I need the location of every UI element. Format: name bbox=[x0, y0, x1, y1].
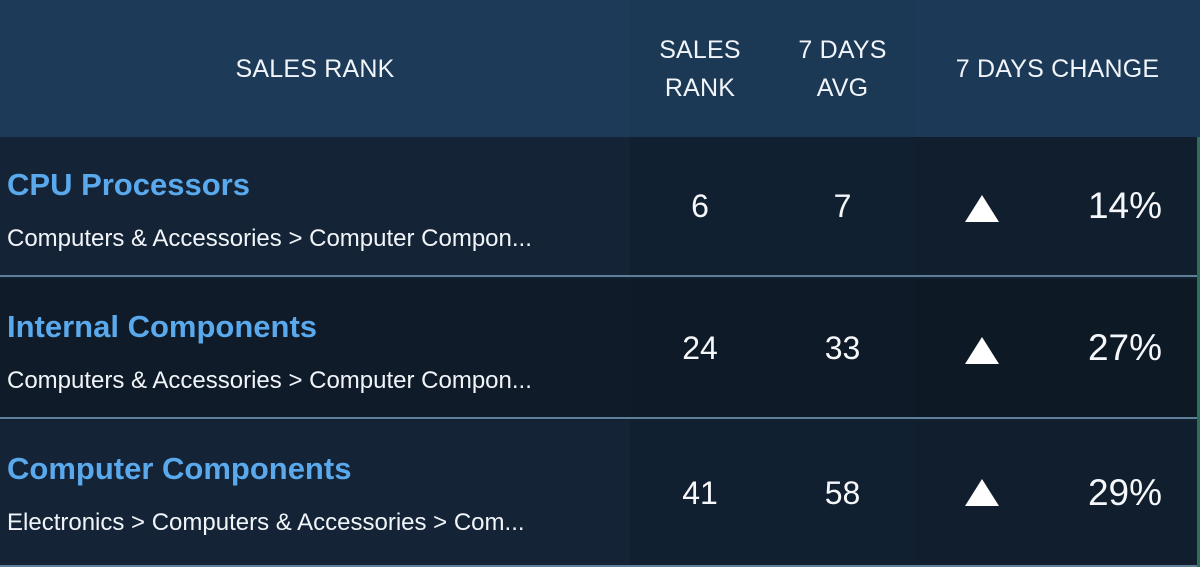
sales-rank-cell: 24 bbox=[630, 279, 770, 417]
header-7-days-change[interactable]: 7 DAYS CHANGE bbox=[915, 0, 1200, 137]
up-triangle-icon bbox=[965, 195, 999, 222]
up-triangle-icon bbox=[965, 479, 999, 506]
change-value: 27% bbox=[1087, 327, 1162, 368]
category-link[interactable]: CPU Processors bbox=[7, 167, 250, 202]
table-row: CPU Processors Computers & Accessories >… bbox=[0, 137, 1200, 277]
header-sales-rank[interactable]: SALES RANK bbox=[630, 0, 770, 137]
category-path: Computers & Accessories > Computer Compo… bbox=[7, 367, 532, 394]
change-cell: 27% bbox=[915, 279, 1200, 417]
category-cell: CPU Processors Computers & Accessories >… bbox=[0, 137, 630, 275]
category-path: Computers & Accessories > Computer Compo… bbox=[7, 225, 532, 252]
avg-value: 33 bbox=[824, 329, 861, 366]
sales-rank-value: 6 bbox=[691, 187, 709, 224]
avg-cell: 58 bbox=[770, 421, 915, 565]
category-cell: Computer Components Electronics > Comput… bbox=[0, 421, 630, 565]
avg-cell: 7 bbox=[770, 137, 915, 275]
change-value: 29% bbox=[1087, 472, 1162, 513]
table-row: Internal Components Computers & Accessor… bbox=[0, 279, 1200, 419]
up-triangle-icon bbox=[965, 337, 999, 364]
table-row: Computer Components Electronics > Comput… bbox=[0, 421, 1200, 567]
change-cell: 14% bbox=[915, 137, 1200, 275]
category-cell: Internal Components Computers & Accessor… bbox=[0, 279, 630, 417]
avg-value: 7 bbox=[833, 187, 852, 224]
sales-rank-value: 24 bbox=[682, 329, 718, 366]
category-link[interactable]: Computer Components bbox=[7, 451, 352, 486]
avg-cell: 33 bbox=[770, 279, 915, 417]
sales-rank-cell: 6 bbox=[630, 137, 770, 275]
sales-rank-value: 41 bbox=[682, 474, 718, 511]
change-cell: 29% bbox=[915, 421, 1200, 565]
category-link[interactable]: Internal Components bbox=[7, 309, 318, 344]
change-value: 14% bbox=[1087, 185, 1162, 226]
table-header: SALES RANK SALES RANK 7 DAYS AVG 7 DAYS … bbox=[0, 0, 1200, 137]
table-edge-divider bbox=[1197, 137, 1200, 567]
header-sales-rank-category[interactable]: SALES RANK bbox=[0, 0, 630, 137]
category-path: Electronics > Computers & Accessories > … bbox=[7, 509, 525, 536]
sales-rank-cell: 41 bbox=[630, 421, 770, 565]
avg-value: 58 bbox=[824, 474, 861, 511]
header-7-days-avg[interactable]: 7 DAYS AVG bbox=[770, 0, 915, 137]
